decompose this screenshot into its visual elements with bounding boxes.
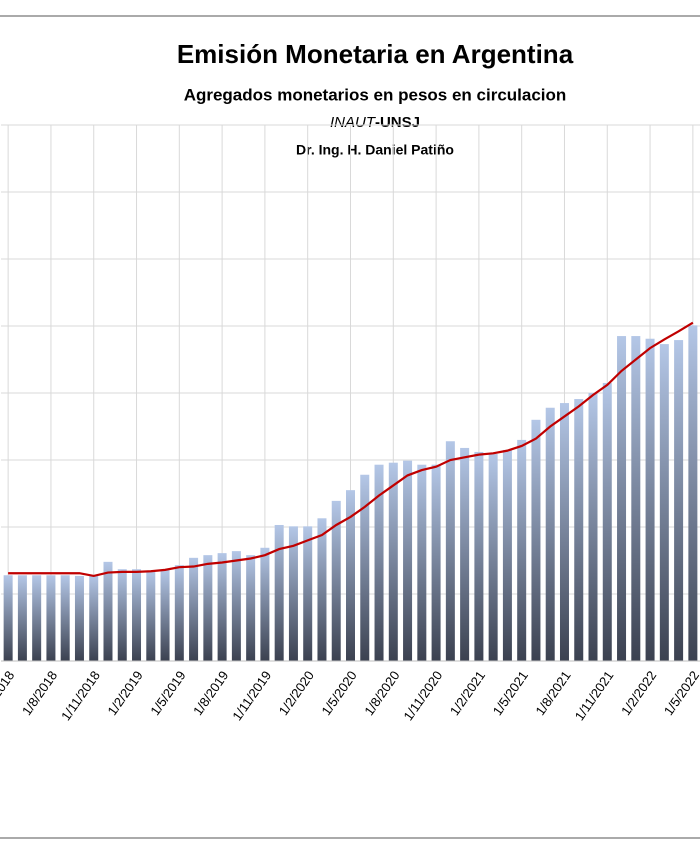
bar [674, 340, 684, 661]
bar [174, 565, 184, 661]
bar [445, 441, 455, 661]
bar [303, 526, 313, 661]
bar [517, 439, 527, 661]
bar [588, 393, 598, 661]
bar [602, 382, 612, 661]
bar [346, 490, 355, 661]
bar [3, 575, 13, 661]
institution: INAUT-UNSJ [330, 114, 420, 131]
bar [559, 403, 569, 661]
bar [217, 553, 227, 661]
bar [688, 325, 698, 661]
bar [246, 555, 256, 661]
institution-part: -UNSJ [375, 114, 420, 131]
bar [460, 447, 470, 661]
bar [417, 464, 427, 661]
bar [659, 344, 669, 661]
chart-subtitle: Agregados monetarios en pesos en circula… [184, 85, 567, 104]
bar [431, 464, 441, 661]
bar [574, 399, 584, 661]
bar [74, 575, 84, 661]
bar [231, 551, 241, 661]
bar [132, 569, 142, 661]
bar [531, 419, 541, 661]
bar [317, 518, 327, 661]
bar [488, 453, 498, 661]
line [8, 321, 694, 578]
bar [160, 569, 170, 661]
bar [46, 575, 56, 661]
bar [288, 526, 298, 661]
bar [474, 451, 484, 661]
bar [274, 524, 284, 661]
author: Dr. Ing. H. Daniel Patiño [296, 142, 454, 158]
bar [189, 557, 199, 661]
bar [32, 575, 42, 661]
bar [360, 474, 370, 661]
bar [60, 575, 70, 661]
bar [631, 336, 641, 661]
bar [403, 460, 413, 661]
bar [645, 338, 655, 661]
bar [617, 336, 627, 661]
bar [17, 575, 27, 661]
chart-title: Emisión Monetaria en Argentina [177, 39, 574, 69]
bar [374, 464, 384, 661]
bar [203, 555, 213, 661]
bar [103, 561, 113, 661]
bar [260, 547, 270, 661]
institution-part: INAUT [330, 114, 377, 131]
bar [502, 449, 512, 661]
bar [146, 571, 156, 661]
bar [388, 462, 398, 661]
bar [89, 575, 99, 661]
bar [545, 407, 555, 661]
bar [331, 500, 341, 661]
bar [117, 569, 127, 661]
